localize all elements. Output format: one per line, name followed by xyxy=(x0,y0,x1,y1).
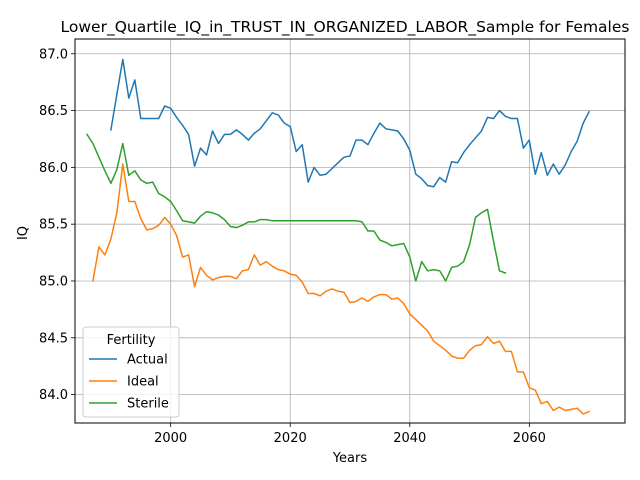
series-line-sterile xyxy=(85,133,507,282)
x-axis-label: Years xyxy=(332,451,368,466)
series-line-actual xyxy=(110,58,591,188)
plot-area xyxy=(85,58,591,415)
legend-title: Fertility xyxy=(107,333,156,348)
y-tick-label: 84.0 xyxy=(39,388,68,403)
x-tick-label: 2020 xyxy=(274,431,307,446)
y-tick-label: 86.5 xyxy=(39,104,68,119)
legend-label-actual: Actual xyxy=(127,353,168,368)
grid-lines xyxy=(75,39,625,423)
legend: Fertility Actual Ideal Sterile xyxy=(82,326,180,418)
y-tick-label: 85.0 xyxy=(39,274,68,289)
y-tick-label: 84.5 xyxy=(39,331,68,346)
x-axis: 2000 2020 2040 2060 xyxy=(154,423,546,446)
y-tick-label: 86.0 xyxy=(39,161,68,176)
y-axis: 84.0 84.5 85.0 85.5 86.0 86.5 87.0 xyxy=(39,47,75,403)
y-tick-label: 87.0 xyxy=(39,47,68,62)
legend-box xyxy=(82,326,180,418)
y-tick-label: 85.5 xyxy=(39,218,68,233)
x-tick-label: 2060 xyxy=(513,431,546,446)
axes-frame xyxy=(74,38,626,424)
legend-label-sterile: Sterile xyxy=(127,397,169,412)
legend-label-ideal: Ideal xyxy=(127,375,159,390)
chart-title: Lower_Quartile_IQ_in_TRUST_IN_ORGANIZED_… xyxy=(61,18,630,37)
x-tick-label: 2000 xyxy=(154,431,187,446)
x-tick-label: 2040 xyxy=(393,431,426,446)
series-line-ideal xyxy=(92,163,591,415)
y-axis-label: IQ xyxy=(16,226,31,240)
